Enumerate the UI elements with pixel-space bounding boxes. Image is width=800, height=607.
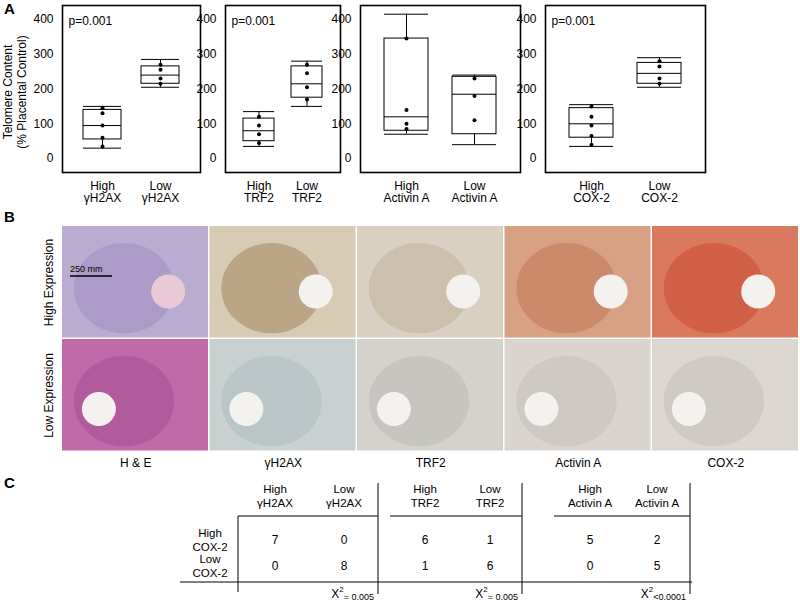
svg-text:100: 100 xyxy=(516,117,536,131)
svg-text:100: 100 xyxy=(196,117,216,131)
svg-text:400: 400 xyxy=(196,12,216,26)
svg-text:0: 0 xyxy=(587,559,594,573)
svg-text:X2= 0.005: X2= 0.005 xyxy=(475,585,518,602)
svg-text:LowCOX-2: LowCOX-2 xyxy=(192,553,227,578)
svg-text:200: 200 xyxy=(516,82,536,96)
svg-text:Activin A: Activin A xyxy=(555,456,601,470)
svg-text:LowγH2AX: LowγH2AX xyxy=(326,483,362,508)
svg-text:200: 200 xyxy=(33,82,53,96)
svg-text:400: 400 xyxy=(33,12,53,26)
svg-text:200: 200 xyxy=(196,82,216,96)
svg-text:HighCOX-2: HighCOX-2 xyxy=(573,179,610,205)
svg-text:2: 2 xyxy=(654,533,661,547)
svg-text:5: 5 xyxy=(587,533,594,547)
svg-text:HighTRF2: HighTRF2 xyxy=(411,483,440,508)
svg-text:LowTRF2: LowTRF2 xyxy=(292,179,322,205)
svg-text:HighActivin A: HighActivin A xyxy=(568,483,612,508)
svg-text:LowActivin A: LowActivin A xyxy=(451,179,497,205)
svg-text:300: 300 xyxy=(33,47,53,61)
svg-text:LowTRF2: LowTRF2 xyxy=(476,483,505,508)
svg-text:300: 300 xyxy=(196,47,216,61)
svg-text:LowγH2AX: LowγH2AX xyxy=(142,179,179,205)
svg-text:B: B xyxy=(4,208,15,225)
svg-text:X2<0.0001: X2<0.0001 xyxy=(641,585,686,602)
svg-text:1: 1 xyxy=(422,559,429,573)
svg-text:5: 5 xyxy=(654,559,661,573)
svg-text:High Expression: High Expression xyxy=(42,239,56,326)
svg-text:100: 100 xyxy=(33,117,53,131)
svg-text:H & E: H & E xyxy=(120,456,151,470)
svg-text:C: C xyxy=(4,474,15,491)
svg-text:8: 8 xyxy=(341,559,348,573)
svg-text:γH2AX: γH2AX xyxy=(265,456,302,470)
svg-text:6: 6 xyxy=(422,533,429,547)
svg-text:HighγH2AX: HighγH2AX xyxy=(84,179,121,205)
svg-text:p=0.001: p=0.001 xyxy=(232,14,276,28)
svg-text:TRF2: TRF2 xyxy=(416,456,446,470)
svg-text:Telomere Content(% Placental C: Telomere Content(% Placental Control) xyxy=(1,35,29,148)
svg-text:LowCOX-2: LowCOX-2 xyxy=(641,179,678,205)
svg-text:p=0.001: p=0.001 xyxy=(69,14,113,28)
svg-text:6: 6 xyxy=(487,559,494,573)
svg-text:400: 400 xyxy=(516,12,536,26)
svg-text:LowActivin A: LowActivin A xyxy=(635,483,679,508)
svg-text:X2= 0.005: X2= 0.005 xyxy=(331,585,374,602)
svg-text:A: A xyxy=(4,0,15,17)
svg-text:0: 0 xyxy=(210,151,217,165)
svg-text:1: 1 xyxy=(487,533,494,547)
svg-text:0: 0 xyxy=(530,151,537,165)
svg-text:0: 0 xyxy=(47,151,54,165)
svg-text:300: 300 xyxy=(516,47,536,61)
svg-text:200: 200 xyxy=(331,82,351,96)
svg-text:Low Expression: Low Expression xyxy=(42,353,56,438)
svg-text:7: 7 xyxy=(272,533,279,547)
svg-text:400: 400 xyxy=(331,12,351,26)
svg-text:0: 0 xyxy=(345,151,352,165)
svg-text:100: 100 xyxy=(331,117,351,131)
svg-text:0: 0 xyxy=(341,533,348,547)
svg-text:300: 300 xyxy=(331,47,351,61)
svg-text:HighCOX-2: HighCOX-2 xyxy=(192,527,227,552)
svg-text:HighγH2AX: HighγH2AX xyxy=(257,483,293,508)
svg-text:0: 0 xyxy=(272,559,279,573)
svg-text:HighTRF2: HighTRF2 xyxy=(244,179,274,205)
svg-text:250 mm: 250 mm xyxy=(70,264,103,274)
svg-text:COX-2: COX-2 xyxy=(707,456,744,470)
svg-text:p=0.001: p=0.001 xyxy=(552,14,596,28)
svg-text:HighActivin A: HighActivin A xyxy=(383,179,429,205)
